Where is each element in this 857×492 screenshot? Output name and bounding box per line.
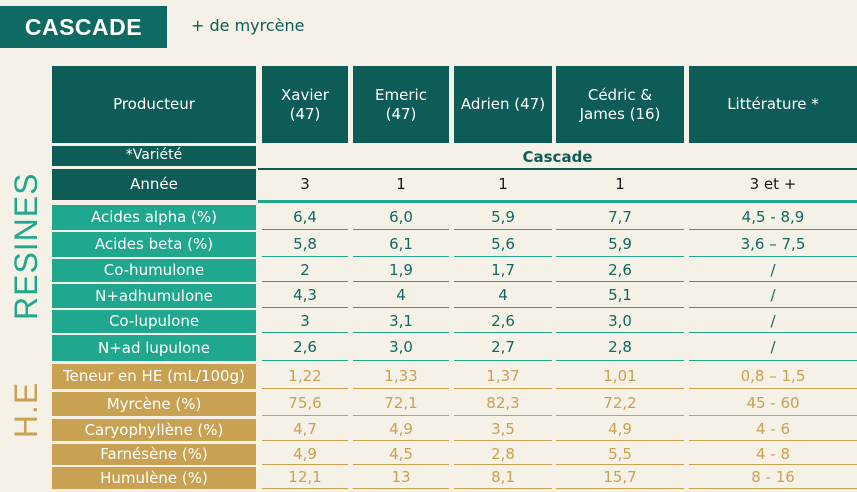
resines-row-value: 4 [454,284,552,308]
he-row-value: 8,1 [454,467,552,489]
year-value: 1 [498,175,508,194]
he-row-value: 1,22 [262,364,348,389]
he-row-value: 3,5 [454,419,552,441]
he-row-label: Teneur en HE (mL/100g) [52,364,256,389]
he-row-value: 4,9 [353,419,449,441]
resines-row-value: / [689,284,857,308]
he-row-value: 5,5 [556,444,684,465]
resines-row-value: 3,0 [556,310,684,333]
he-row-label: Caryophyllène (%) [52,419,256,441]
he-row-label: Farnésène (%) [52,444,256,465]
resines-row-value: 2,6 [262,335,348,361]
he-row-value: 12,1 [262,467,348,489]
he-row-value: 4,9 [262,444,348,465]
page-title: CASCADE [0,6,167,48]
he-row-value: 45 - 60 [689,392,857,416]
resines-row-label: N+ad lupulone [52,335,256,361]
resines-row-label: Acides alpha (%) [52,205,256,230]
resines-row-label: Acides beta (%) [52,232,256,257]
he-row-value: 2,8 [454,444,552,465]
section-label-he: H.E [8,381,44,439]
section-label-resines: RESINES [8,172,44,320]
he-row-value: 15,7 [556,467,684,489]
resines-row-value: 2,6 [556,259,684,282]
year-value: 1 [615,175,625,194]
resines-row-value: 4 [353,284,449,308]
he-row-value: 1,37 [454,364,552,389]
resines-row-value: 3,0 [353,335,449,361]
year-label: Année [52,169,256,200]
header-producer: Adrien (47) [454,66,552,143]
resines-row-value: 1,9 [353,259,449,282]
resines-row-value: / [689,259,857,282]
he-row-value: 72,2 [556,392,684,416]
he-row-value: 82,3 [454,392,552,416]
year-value: 3 [300,175,310,194]
resines-row-label: Co-humulone [52,259,256,282]
resines-row-value: / [689,310,857,333]
resines-row-value: 7,7 [556,205,684,230]
he-row-value: 75,6 [262,392,348,416]
resines-row-value: 2,7 [454,335,552,361]
resines-row-value: 2 [262,259,348,282]
he-row-value: 0,8 – 1,5 [689,364,857,389]
resines-row-value: 2,8 [556,335,684,361]
resines-row-value: 5,8 [262,232,348,257]
resines-row-value: 6,4 [262,205,348,230]
resines-row-value: 5,1 [556,284,684,308]
resines-row-value: 3,6 – 7,5 [689,232,857,257]
resines-row-label: N+adhumulone [52,284,256,308]
he-row-value: 1,01 [556,364,684,389]
he-row-value: 13 [353,467,449,489]
header-producer: Littérature * [689,66,857,143]
resines-row-value: 5,9 [454,205,552,230]
resines-row-value: 4,5 - 8,9 [689,205,857,230]
resines-row-value: 6,1 [353,232,449,257]
year-value: 1 [396,175,406,194]
he-row-value: 4,5 [353,444,449,465]
header-producer: Xavier (47) [262,66,348,143]
he-row-label: Humulène (%) [52,467,256,489]
resines-row-value: 3,1 [353,310,449,333]
resines-row-value: 2,6 [454,310,552,333]
variety-value: Cascade [258,146,857,170]
he-row-value: 4 - 8 [689,444,857,465]
resines-row-value: 4,3 [262,284,348,308]
he-row-label: Myrcène (%) [52,392,256,416]
resines-row-value: 1,7 [454,259,552,282]
he-row-value: 8 - 16 [689,467,857,489]
he-row-value: 4,9 [556,419,684,441]
he-row-value: 1,33 [353,364,449,389]
he-row-value: 4,7 [262,419,348,441]
header-producteur: Producteur [52,66,256,143]
resines-row-label: Co-lupulone [52,310,256,333]
he-row-value: 72,1 [353,392,449,416]
he-row-value: 4 - 6 [689,419,857,441]
header-producer: Emeric (47) [353,66,449,143]
header-producer: Cédric & James (16) [556,66,684,143]
variety-label: *Variété [52,146,256,166]
resines-row-value: 3 [262,310,348,333]
resines-row-value: 5,6 [454,232,552,257]
year-value: 3 et + [749,175,797,194]
resines-row-value: 5,9 [556,232,684,257]
page-subtitle: + de myrcène [191,16,305,35]
resines-row-value: / [689,335,857,361]
divider [258,200,857,203]
resines-row-value: 6,0 [353,205,449,230]
